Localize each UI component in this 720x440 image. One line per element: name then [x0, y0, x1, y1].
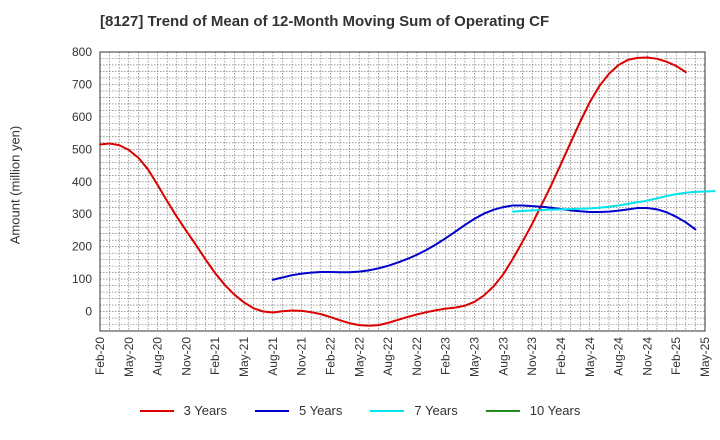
y-tick-label: 800 [72, 45, 92, 59]
legend-swatch [139, 409, 174, 412]
x-tick-label: Aug-20 [151, 337, 165, 376]
legend-item: 5 Years [255, 403, 342, 418]
legend-swatch [255, 409, 289, 412]
x-tick-label: Nov-24 [640, 337, 654, 376]
plot-area [100, 52, 705, 331]
legend-swatch [370, 409, 405, 412]
x-tick-label: Aug-24 [612, 337, 626, 376]
x-tick-label: Feb-22 [323, 337, 337, 375]
x-tick-label: Aug-21 [266, 337, 280, 376]
legend-item: 3 Years [139, 403, 227, 418]
x-tick-label: Feb-24 [554, 337, 568, 375]
x-tick-label: May-21 [237, 337, 251, 377]
x-tick-label: May-24 [583, 337, 597, 377]
legend: 3 Years 5 Years 7 Years 10 Years [0, 403, 720, 418]
x-tick-label: Feb-21 [208, 337, 222, 375]
x-tick-label: Feb-25 [669, 337, 683, 375]
series-line-7-years [511, 190, 716, 213]
x-tick-label: May-22 [352, 337, 366, 377]
legend-item: 10 Years [485, 403, 581, 418]
y-tick-label: 700 [72, 77, 92, 91]
series-line-3-years [99, 56, 687, 327]
y-tick-label: 200 [72, 240, 92, 254]
x-tick-label: Nov-21 [295, 337, 309, 376]
series-line-5-years [271, 204, 697, 281]
x-tick-label: Aug-23 [496, 337, 510, 376]
y-tick-label: 500 [72, 142, 92, 156]
x-tick-label: Feb-20 [93, 337, 107, 375]
legend-label: 10 Years [529, 403, 581, 418]
x-tick-label: Nov-23 [525, 337, 539, 376]
chart-title: [8127] Trend of Mean of 12-Month Moving … [100, 13, 550, 30]
y-tick-label: 400 [72, 175, 92, 189]
y-tick-label: 600 [72, 110, 92, 124]
y-tick-label: 100 [72, 272, 92, 286]
x-tick-label: May-23 [468, 337, 482, 377]
legend-item: 7 Years [370, 403, 458, 418]
x-tick-label: Nov-20 [179, 337, 193, 376]
x-tick-label: Aug-22 [381, 337, 395, 376]
y-tick-label: 300 [72, 207, 92, 221]
legend-swatch [485, 409, 520, 412]
legend-label: 7 Years [414, 403, 458, 418]
x-tick-label: Feb-23 [439, 337, 453, 375]
legend-label: 5 Years [299, 403, 343, 418]
legend-label: 3 Years [183, 403, 227, 418]
y-tick-label: 0 [85, 305, 92, 319]
x-tick-label: May-25 [698, 337, 712, 377]
x-tick-label: Nov-22 [410, 337, 424, 376]
x-tick-label: May-20 [122, 337, 136, 377]
